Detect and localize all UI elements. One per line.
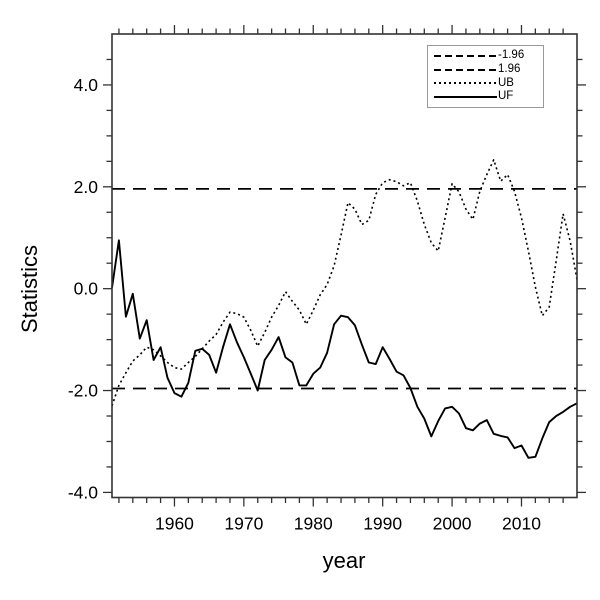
- legend-entry-pos196: 1.96: [428, 62, 543, 76]
- plot-frame: [111, 33, 578, 499]
- y-tick-label: -4.0: [68, 482, 98, 502]
- legend-label: -1.96: [498, 49, 525, 62]
- y-tick-label: 2.0: [74, 177, 99, 197]
- legend-box: -1.96 1.96 UB UF: [427, 45, 544, 108]
- y-tick-label: 4.0: [74, 75, 99, 95]
- y-axis-title: Statistics: [17, 244, 42, 334]
- x-tick-label: 1990: [363, 514, 402, 534]
- x-tick-label: 2010: [502, 514, 541, 534]
- longdash-line-sample: [434, 54, 497, 57]
- dotted-line-sample: [434, 82, 497, 85]
- x-tick-label: 1980: [294, 514, 333, 534]
- legend-entry-ub: UB: [428, 77, 543, 89]
- y-tick-label: 0.0: [74, 279, 99, 299]
- x-tick-label: 1960: [155, 514, 194, 534]
- ub-series-line: [111, 159, 578, 407]
- solid-line-sample: [434, 96, 497, 99]
- longdash-line-sample: [434, 68, 497, 71]
- legend-label: UF: [498, 90, 514, 103]
- legend-label: 1.96: [498, 62, 521, 75]
- x-axis-title: year: [322, 548, 366, 573]
- legend-entry-uf: UF: [428, 91, 543, 103]
- uf-series-line: [111, 239, 578, 459]
- x-tick-label: 2000: [433, 514, 472, 534]
- y-tick-label: -2.0: [68, 381, 98, 401]
- legend-entry-neg196: -1.96: [428, 50, 543, 62]
- x-tick-label: 1970: [224, 514, 263, 534]
- legend-label: UB: [498, 76, 514, 89]
